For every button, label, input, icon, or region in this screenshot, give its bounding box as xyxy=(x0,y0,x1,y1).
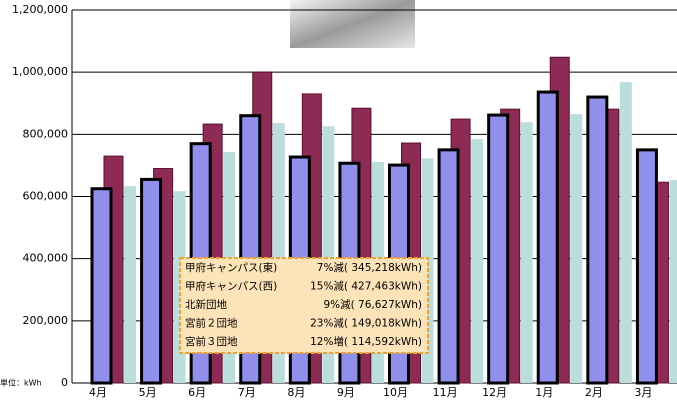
y-tick-label: 1,000,000 xyxy=(12,65,68,78)
x-tick-label: 4月 xyxy=(89,386,107,399)
annotation-label: 宮前２団地 xyxy=(185,317,238,330)
bar xyxy=(520,122,533,384)
annotation-label: 甲府キャンパス(西) xyxy=(185,280,277,293)
x-tick-label: 10月 xyxy=(383,386,408,399)
x-tick-label: 9月 xyxy=(337,386,355,399)
annotation-value: 12%増( 114,592kWh) xyxy=(310,335,422,348)
x-tick-label: 11月 xyxy=(433,386,458,399)
photo xyxy=(290,0,415,48)
x-tick-label: 3月 xyxy=(634,386,652,399)
x-tick-label: 12月 xyxy=(482,386,507,399)
x-tick-label: 6月 xyxy=(188,386,206,399)
bar xyxy=(570,114,583,384)
y-tick-label: 1,200,000 xyxy=(12,3,68,16)
annotation-value: 9%減( 76,627kWh) xyxy=(323,298,422,311)
bar xyxy=(437,148,460,385)
x-tick-label: 8月 xyxy=(287,386,305,399)
y-tick-label: 400,000 xyxy=(23,252,69,265)
annotation-value: 23%減( 149,018kWh) xyxy=(310,317,422,330)
y-tick-label: 600,000 xyxy=(23,190,69,203)
annotation-label: 甲府キャンパス(東) xyxy=(185,261,277,274)
y-tick-label: 800,000 xyxy=(23,127,69,140)
bar xyxy=(487,113,510,385)
x-tick-label: 1月 xyxy=(535,386,553,399)
bar xyxy=(90,187,113,385)
bar xyxy=(619,82,632,383)
annotation-value: 7%減( 345,218kWh) xyxy=(317,261,422,274)
annotation-label: 北新団地 xyxy=(185,298,227,311)
bar xyxy=(536,90,559,385)
bar xyxy=(140,177,163,385)
annotation-label: 宮前３団地 xyxy=(185,335,238,348)
x-tick-label: 7月 xyxy=(238,386,256,399)
bar xyxy=(635,148,658,385)
bar xyxy=(471,138,484,383)
annotation-box xyxy=(179,257,429,354)
y-tick-label: 200,000 xyxy=(23,314,69,327)
x-tick-label: 5月 xyxy=(139,386,157,399)
annotation: 甲府キャンパス(東) 7%減( 345,218kWh) 甲府キャンパス(西) 15%減… xyxy=(179,257,429,354)
bar xyxy=(124,186,136,383)
bar xyxy=(586,95,609,385)
unit-label: 単位：kWh xyxy=(0,378,42,388)
annotation-value: 15%減( 427,463kWh) xyxy=(310,280,422,293)
bar xyxy=(669,180,677,383)
x-tick-label: 2月 xyxy=(585,386,603,399)
y-tick-label: 0 xyxy=(61,376,68,389)
